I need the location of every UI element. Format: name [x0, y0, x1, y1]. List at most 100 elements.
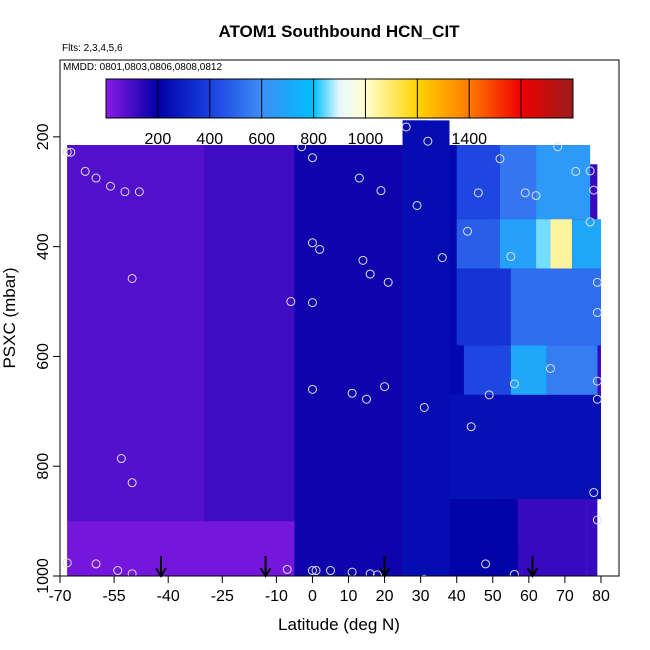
- x-tick-label: 60: [520, 588, 538, 605]
- data-point: [282, 564, 292, 574]
- data-point: [506, 252, 516, 262]
- y-axis-label: PSXC (mbar): [0, 267, 19, 368]
- data-point: [307, 238, 317, 248]
- y-tick-label: 1000: [35, 558, 52, 594]
- plot-frame: [59, 59, 620, 577]
- heatmap-cell: [449, 499, 519, 576]
- heatmap-cell: [456, 145, 500, 220]
- colorbar-tick-label: 1400: [451, 131, 487, 148]
- data-point: [80, 166, 90, 176]
- y-axis: 200 400 600 800 1000: [35, 123, 60, 594]
- data-point: [401, 122, 411, 132]
- data-point: [437, 253, 447, 263]
- data-point: [585, 217, 595, 227]
- data-point: [315, 244, 325, 254]
- data-point: [509, 569, 519, 576]
- data-point: [553, 142, 563, 152]
- data-point: [545, 364, 555, 374]
- colorbar-tick-labels: 200 400 600 800 1000 1400: [145, 131, 488, 148]
- data-point: [307, 566, 317, 576]
- data-point: [365, 569, 375, 576]
- data-point: [481, 559, 491, 569]
- data-point: [473, 188, 483, 198]
- x-axis-label: Latitude (deg N): [278, 615, 400, 634]
- heatmap-cell: [536, 219, 551, 269]
- dates-note: MMDD: 0801,0803,0806,0808,0812: [63, 62, 222, 73]
- y-tick-label: 800: [35, 453, 52, 480]
- data-point: [442, 577, 450, 585]
- x-tick-label: -10: [265, 588, 288, 605]
- data-point: [307, 153, 317, 163]
- data-point: [466, 422, 476, 432]
- x-tick-label: 50: [484, 588, 502, 605]
- data-point: [365, 269, 375, 279]
- data-point: [585, 166, 595, 176]
- data-point: [347, 567, 357, 576]
- data-point: [376, 186, 386, 196]
- data-point: [354, 173, 364, 183]
- colorbar-tick-label: 600: [248, 131, 275, 148]
- data-point: [66, 147, 76, 157]
- data-point: [589, 488, 599, 498]
- colorbar-rect: [105, 78, 574, 119]
- data-point: [286, 297, 296, 307]
- data-point: [307, 384, 317, 394]
- data-point: [307, 298, 317, 308]
- colorbar: 200 400 600 800 1000 1400: [105, 78, 574, 148]
- data-point: [592, 394, 602, 404]
- data-point: [423, 136, 433, 146]
- x-tick-label: 30: [412, 588, 430, 605]
- data-point: [62, 558, 72, 568]
- x-tick-label: 70: [556, 588, 574, 605]
- data-point: [463, 226, 473, 236]
- data-point: [571, 166, 581, 176]
- data-point: [592, 308, 602, 318]
- colorbar-tick-label: 200: [145, 131, 172, 148]
- x-tick-label: 10: [340, 588, 358, 605]
- domain-cell: [518, 543, 558, 576]
- data-point: [91, 173, 101, 183]
- data-point: [531, 191, 541, 201]
- data-point: [495, 154, 505, 164]
- data-point: [592, 376, 602, 386]
- heatmap-cell: [449, 394, 601, 500]
- data-point: [592, 277, 602, 287]
- data-point: [91, 559, 101, 569]
- data-point: [134, 187, 144, 197]
- y-tick-label: 600: [35, 343, 52, 370]
- heatmap-field: [67, 120, 601, 576]
- heatmap-cell: [550, 219, 573, 269]
- colorbar-separators: [157, 79, 522, 118]
- heatmap-cell: [456, 219, 500, 269]
- heatmap-cell: [546, 345, 598, 395]
- colorbar-tick-label: 400: [196, 131, 223, 148]
- flights-note: Flts: 2,3,4,5,6: [62, 43, 123, 54]
- data-point: [592, 515, 602, 525]
- data-point: [589, 185, 599, 195]
- data-point: [372, 570, 382, 576]
- y-tick-label: 400: [35, 233, 52, 260]
- data-point: [113, 566, 123, 576]
- x-tick-label: -55: [103, 588, 126, 605]
- data-point: [380, 382, 390, 392]
- data-point: [325, 566, 335, 576]
- data-point: [311, 566, 321, 576]
- heatmap-cell: [510, 345, 547, 395]
- colorbar-tick-label: 800: [300, 131, 327, 148]
- data-point: [347, 388, 357, 398]
- data-point: [509, 379, 519, 389]
- colorbar-tick-label: 1000: [348, 131, 384, 148]
- data-point: [362, 394, 372, 404]
- x-tick-label: 40: [448, 588, 466, 605]
- data-point: [358, 255, 368, 265]
- heatmap-cell: [402, 120, 450, 576]
- x-tick-label: -40: [157, 588, 180, 605]
- data-point: [120, 187, 130, 197]
- x-tick-label: 80: [592, 588, 610, 605]
- heatmap-cell: [456, 268, 511, 346]
- x-axis: -70 -55 -40 -25 -10 0 10 20 30 40 50 60 70 80: [48, 576, 610, 605]
- chart-title: ATOM1 Southbound HCN_CIT: [218, 22, 460, 41]
- heatmap-cell: [463, 345, 511, 395]
- x-tick-label: 20: [376, 588, 394, 605]
